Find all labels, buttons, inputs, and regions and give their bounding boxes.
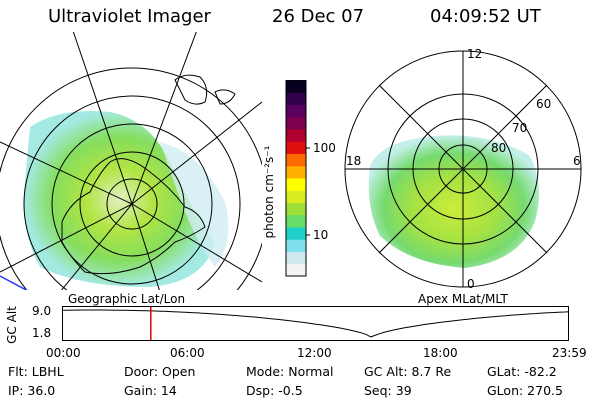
image-title: Ultraviolet Imager xyxy=(48,6,211,27)
info-glat: GLat: -82.2 xyxy=(487,364,557,379)
colorbar-segment xyxy=(286,239,306,252)
colorbar-segment xyxy=(286,129,306,142)
colorbar-segment xyxy=(286,227,306,240)
timeline-xtick-0600: 06:00 xyxy=(170,346,205,360)
colorbar-segment xyxy=(286,153,306,167)
colorbar-segment xyxy=(286,92,306,105)
lat-label-60: 60 xyxy=(536,97,551,111)
timeline-ytick-low: 1.8 xyxy=(32,326,52,340)
colorbar-segment xyxy=(286,80,306,93)
image-date: 26 Dec 07 xyxy=(272,6,365,27)
colorbar-tick-100: 100 xyxy=(313,141,336,155)
info-seq: Seq: 39 xyxy=(364,383,412,398)
altitude-timeline xyxy=(62,306,570,341)
colorbar-unit-label: photon cm⁻²s⁻¹ xyxy=(262,145,276,239)
info-gain: Gain: 14 xyxy=(124,383,177,398)
info-mode: Mode: Normal xyxy=(246,364,334,379)
info-ip: IP: 36.0 xyxy=(8,383,56,398)
colorbar xyxy=(285,80,310,277)
aurora-oval-right xyxy=(368,135,539,268)
mlt-label-12: 12 xyxy=(467,47,482,61)
info-door: Door: Open xyxy=(124,364,196,379)
timeline-xtick-0000: 00:00 xyxy=(46,346,81,360)
info-filter: Flt: LBHL xyxy=(8,364,64,379)
colorbar-segment xyxy=(286,190,306,203)
colorbar-segment xyxy=(286,165,306,179)
colorbar-segment xyxy=(286,263,306,277)
mlt-label-6: 6 xyxy=(573,154,581,168)
coastline xyxy=(61,158,206,275)
magnetic-map: 12 18 6 0 60 70 80 xyxy=(344,47,582,291)
mlt-label-0: 0 xyxy=(467,277,475,291)
magnetic-map-label: Apex MLat/MLT xyxy=(418,292,508,306)
timeline-xtick-1800: 18:00 xyxy=(423,346,458,360)
colorbar-segment xyxy=(286,214,306,228)
timeline-axis-label: GC Alt xyxy=(5,306,19,344)
timeline-ytick-high: 9.0 xyxy=(32,304,52,318)
aurora-oval-left xyxy=(24,111,215,287)
info-gc-alt: GC Alt: 8.7 Re xyxy=(364,364,452,379)
colorbar-tick-10: 10 xyxy=(313,228,329,242)
geographic-map-label: Geographic Lat/Lon xyxy=(68,292,186,306)
lat-label-80: 80 xyxy=(491,141,506,155)
colorbar-segment xyxy=(286,178,306,191)
colorbar-segment xyxy=(286,104,306,118)
colorbar-segment xyxy=(286,251,306,265)
timeline-xtick-1200: 12:00 xyxy=(297,346,332,360)
mlt-label-18: 18 xyxy=(346,154,361,168)
lat-label-70: 70 xyxy=(512,121,527,135)
info-glon: GLon: 270.5 xyxy=(487,383,563,398)
colorbar-segment xyxy=(286,202,306,216)
colorbar-segment xyxy=(286,116,306,130)
timeline-xtick-2359: 23:59 xyxy=(552,346,587,360)
image-time: 04:09:52 UT xyxy=(430,6,541,27)
info-dsp: Dsp: -0.5 xyxy=(246,383,303,398)
altitude-curve xyxy=(63,309,570,338)
colorbar-segment xyxy=(286,141,306,154)
geographic-map xyxy=(0,32,262,290)
